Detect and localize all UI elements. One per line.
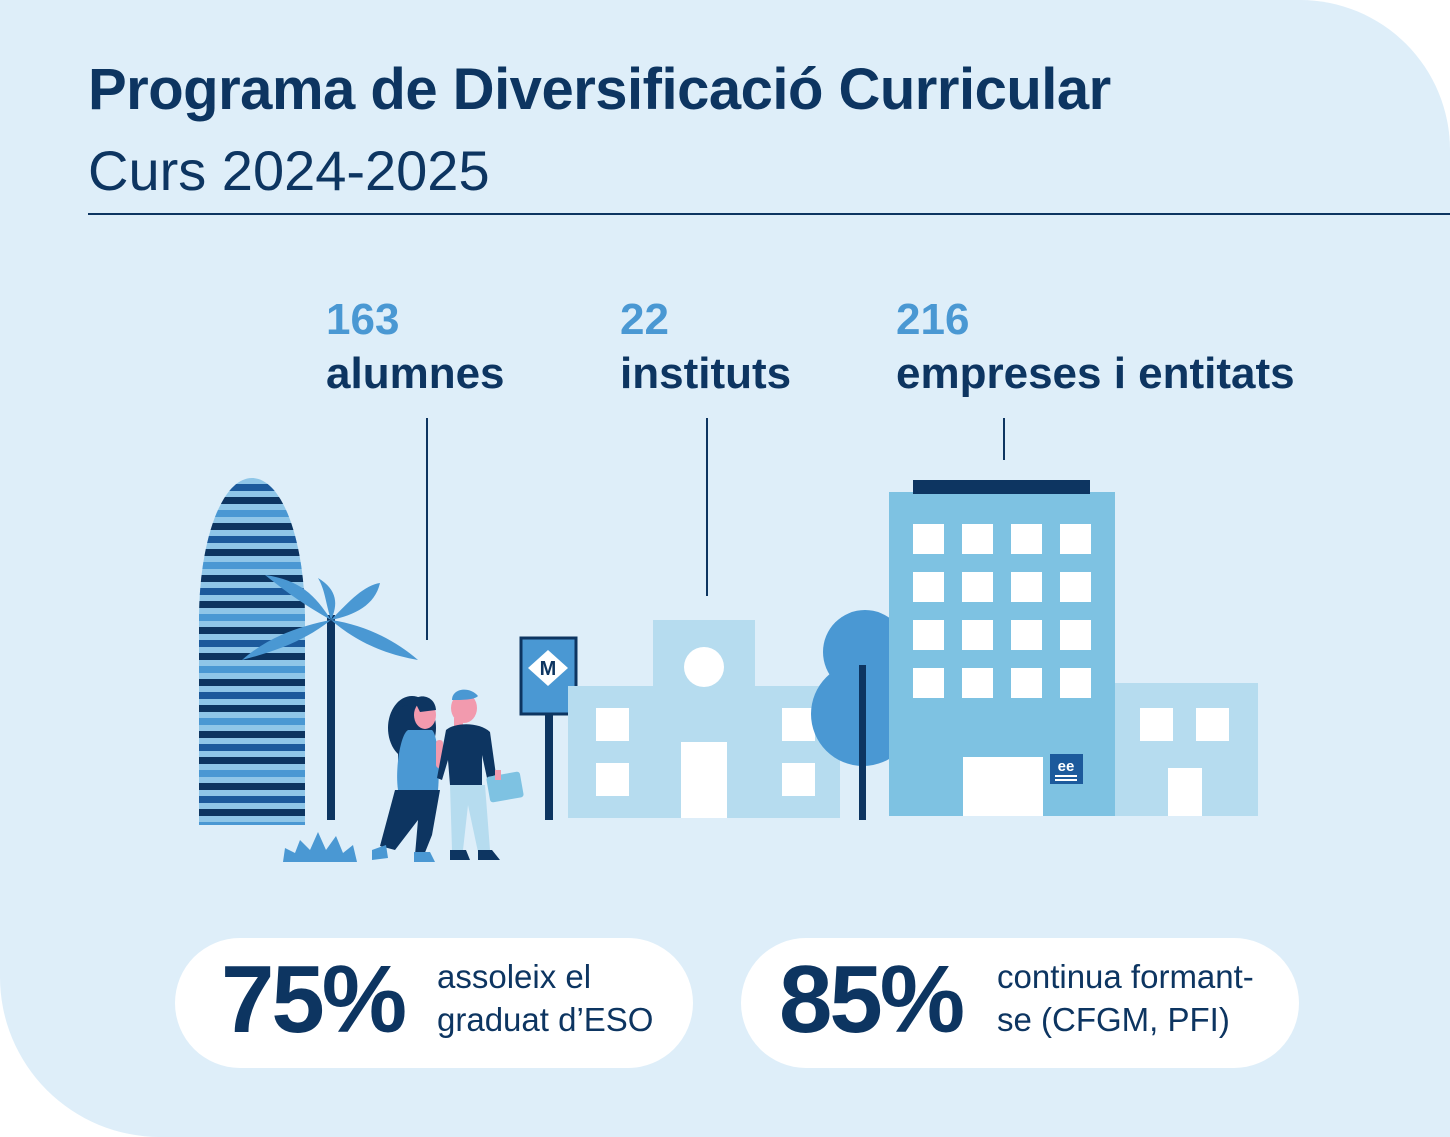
office-window [913,620,944,650]
office-window [962,668,993,698]
page-subtitle: Curs 2024-2025 [88,139,490,202]
school-building-icon [568,620,840,818]
result-graduation: 75% assoleix el graduat d’ESO [175,938,693,1068]
companies-leader-line [1003,418,1005,460]
tower-stripe [199,614,305,621]
office-window [913,524,944,554]
office-window [962,620,993,650]
title-divider [88,213,1450,215]
metro-sign-icon: M [519,636,578,820]
result-graduation-line-2: graduat d’ESO [437,1000,654,1038]
company-logo-text: ee [1058,758,1075,775]
bush-icon [283,832,357,862]
office-window [1011,668,1042,698]
students-leader-line [426,418,428,640]
result-further-training: 85% continua formant- se (CFGM, PFI) [741,938,1299,1068]
tower-stripe [199,536,305,543]
tower-stripe [199,770,305,777]
tower-stripe [199,692,305,699]
tower-stripe [199,679,305,686]
stat-students-value: 163 [326,295,400,344]
tower-stripe [199,744,305,751]
palm-tree-icon [242,575,418,820]
office-window [1060,620,1091,650]
result-further-training-line-2: se (CFGM, PFI) [997,1000,1230,1038]
office-window [1011,620,1042,650]
tower-stripe [199,562,305,569]
tower-stripe [199,510,305,517]
office-window [1060,668,1091,698]
tower-stripe [199,809,305,816]
tower-stripe [199,627,305,634]
office-window [1011,572,1042,602]
result-graduation-description: assoleix el graduat d’ESO [437,956,653,1042]
office-window [962,572,993,602]
stat-companies-label: empreses i entitats [896,349,1295,398]
tower-stripe [199,497,305,504]
office-window [962,524,993,554]
metro-sign-letter: M [540,658,557,680]
tower-stripe [199,705,305,712]
stat-companies: 216 empreses i entitats [896,298,1295,396]
tower-stripe [199,601,305,608]
tower-stripe [199,666,305,673]
office-window [913,668,944,698]
stat-schools-value: 22 [620,295,669,344]
tower-stripe [199,549,305,556]
result-further-training-percent: 85% [779,946,965,1053]
schools-leader-line [706,418,708,596]
result-further-training-description: continua formant- se (CFGM, PFI) [997,956,1254,1042]
tower-stripe [199,757,305,764]
students-icon [372,689,524,862]
tower-stripe [199,640,305,647]
page-title: Programa de Diversificació Curricular [88,57,1111,122]
stat-schools: 22 instituts [620,298,791,396]
tower-stripe [199,588,305,595]
stat-students: 163 alumnes [326,298,505,396]
tower-stripe [199,796,305,803]
stat-schools-label: instituts [620,349,792,398]
office-building-icon: ee [889,480,1258,816]
tower-stripe [199,575,305,582]
office-window [913,572,944,602]
tower-stripe [199,484,305,491]
result-further-training-line-1: continua formant- [997,958,1254,995]
tower-stripe [199,718,305,725]
result-graduation-line-1: assoleix el [437,958,592,995]
tower-stripe [199,523,305,530]
tower-stripe [199,783,305,790]
tower-icon [199,478,305,825]
tower-stripe [199,822,305,825]
office-window [1060,572,1091,602]
office-window [1011,524,1042,554]
stat-companies-value: 216 [896,295,970,344]
stat-students-label: alumnes [326,349,505,398]
office-window [1060,524,1091,554]
result-graduation-percent: 75% [221,946,407,1053]
tower-stripe [199,731,305,738]
